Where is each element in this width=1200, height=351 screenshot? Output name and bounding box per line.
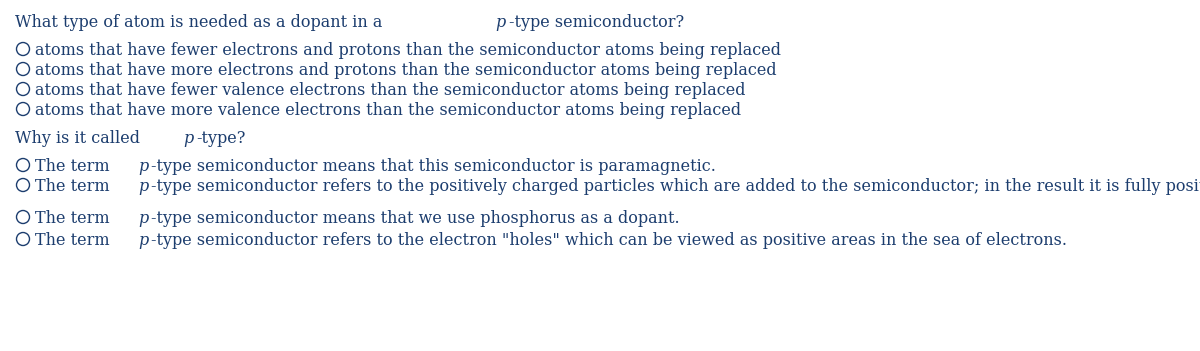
Text: -type semiconductor refers to the electron "holes" which can be viewed as positi: -type semiconductor refers to the electr… — [151, 232, 1067, 249]
Text: -type semiconductor?: -type semiconductor? — [509, 14, 684, 31]
Text: The term: The term — [35, 210, 115, 227]
Text: -type semiconductor means that we use phosphorus as a dopant.: -type semiconductor means that we use ph… — [151, 210, 679, 227]
Text: atoms that have fewer valence electrons than the semiconductor atoms being repla: atoms that have fewer valence electrons … — [35, 82, 745, 99]
Text: The term: The term — [35, 178, 115, 195]
Text: atoms that have more electrons and protons than the semiconductor atoms being re: atoms that have more electrons and proto… — [35, 62, 776, 79]
Text: The term: The term — [35, 232, 115, 249]
Text: p: p — [138, 178, 148, 195]
Text: p: p — [138, 210, 148, 227]
Text: -type semiconductor refers to the positively charged particles which are added t: -type semiconductor refers to the positi… — [151, 178, 1200, 195]
Text: -type semiconductor means that this semiconductor is paramagnetic.: -type semiconductor means that this semi… — [151, 158, 716, 175]
Text: What type of atom is needed as a dopant in a: What type of atom is needed as a dopant … — [14, 14, 388, 31]
Text: p: p — [182, 130, 193, 147]
Text: Why is it called: Why is it called — [14, 130, 145, 147]
Text: atoms that have fewer electrons and protons than the semiconductor atoms being r: atoms that have fewer electrons and prot… — [35, 42, 781, 59]
Text: p: p — [138, 158, 148, 175]
Text: atoms that have more valence electrons than the semiconductor atoms being replac: atoms that have more valence electrons t… — [35, 102, 742, 119]
Text: p: p — [496, 14, 506, 31]
Text: The term: The term — [35, 158, 115, 175]
Text: -type?: -type? — [196, 130, 246, 147]
Text: p: p — [138, 232, 148, 249]
